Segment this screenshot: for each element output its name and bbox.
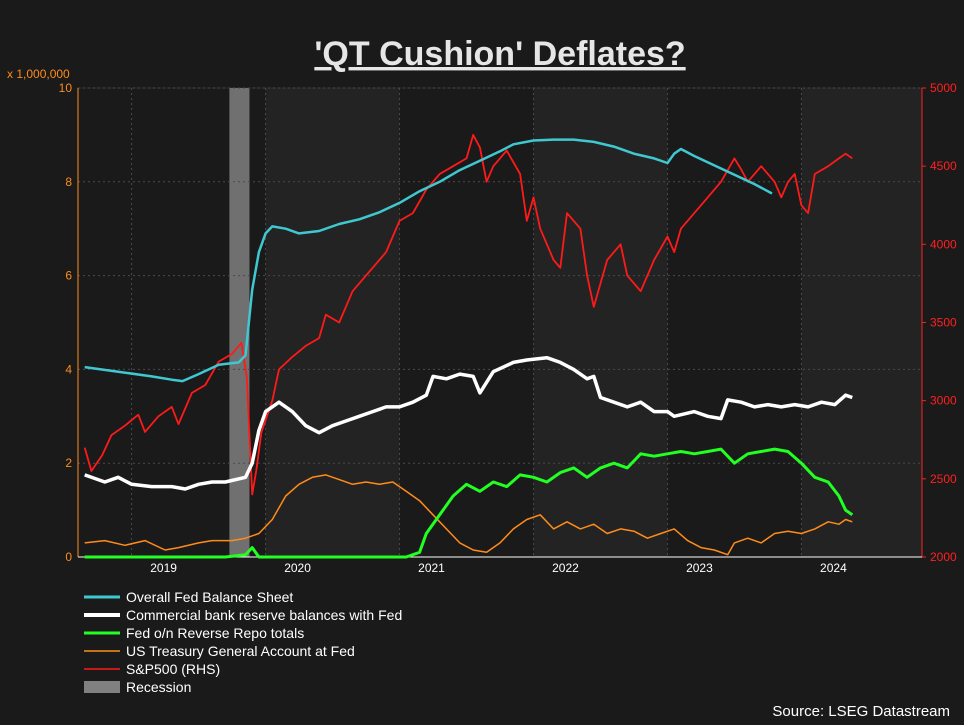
legend-label: Overall Fed Balance Sheet	[126, 589, 293, 605]
chart-title: 'QT Cushion' Deflates?	[314, 35, 685, 73]
right-axis-tick-label: 3000	[930, 394, 957, 408]
right-axis-tick-label: 4000	[930, 237, 957, 251]
x-axis-tick-label: 2019	[150, 561, 177, 575]
x-axis-tick-label: 2021	[418, 561, 445, 575]
left-axis-tick-label: 10	[59, 81, 73, 95]
series-line	[84, 355, 853, 491]
source-label: Source: LSEG Datastream	[772, 703, 950, 720]
x-axis-tick-label: 2020	[284, 561, 311, 575]
legend-label: S&P500 (RHS)	[126, 661, 220, 677]
left-axis-tick-label: 4	[65, 362, 72, 376]
right-axis-tick-label: 2500	[930, 472, 957, 486]
plot-area: 0 2 4 6 8 10 2000 2500 3000 3500 4000 4500 5000 2019 2…	[59, 81, 957, 575]
recession-band	[229, 88, 250, 557]
legend: Overall Fed Balance Sheet Commercial bank…	[84, 589, 402, 695]
series-line	[84, 474, 853, 556]
right-axis-tick-label: 2000	[930, 550, 957, 564]
legend-label: Commercial bank reserve balances with Fe…	[126, 607, 402, 623]
left-axis-tick-label: 0	[65, 550, 72, 564]
right-axis-tick-label: 3500	[930, 316, 957, 330]
x-axis-tick-label: 2023	[686, 561, 713, 575]
x-axis-tick-label: 2022	[552, 561, 579, 575]
legend-label: US Treasury General Account at Fed	[126, 643, 355, 659]
series-line	[84, 138, 773, 383]
legend-label: Fed o/n Reverse Repo totals	[126, 625, 304, 641]
series-line	[83, 134, 853, 496]
right-axis-tick-label: 5000	[930, 81, 957, 95]
left-axis-tick-label: 8	[65, 175, 72, 189]
year-band	[801, 88, 922, 557]
series-line	[84, 447, 854, 559]
legend-swatch	[84, 681, 120, 693]
year-band	[533, 88, 668, 557]
year-band	[265, 88, 400, 557]
left-axis-unit-label: x 1,000,000	[7, 67, 70, 81]
left-axis-tick-label: 2	[65, 456, 72, 470]
legend-label: Recession	[126, 679, 191, 695]
right-axis-tick-label: 4500	[930, 159, 957, 173]
left-axis-tick-label: 6	[65, 269, 72, 283]
x-axis-tick-label: 2024	[820, 561, 847, 575]
